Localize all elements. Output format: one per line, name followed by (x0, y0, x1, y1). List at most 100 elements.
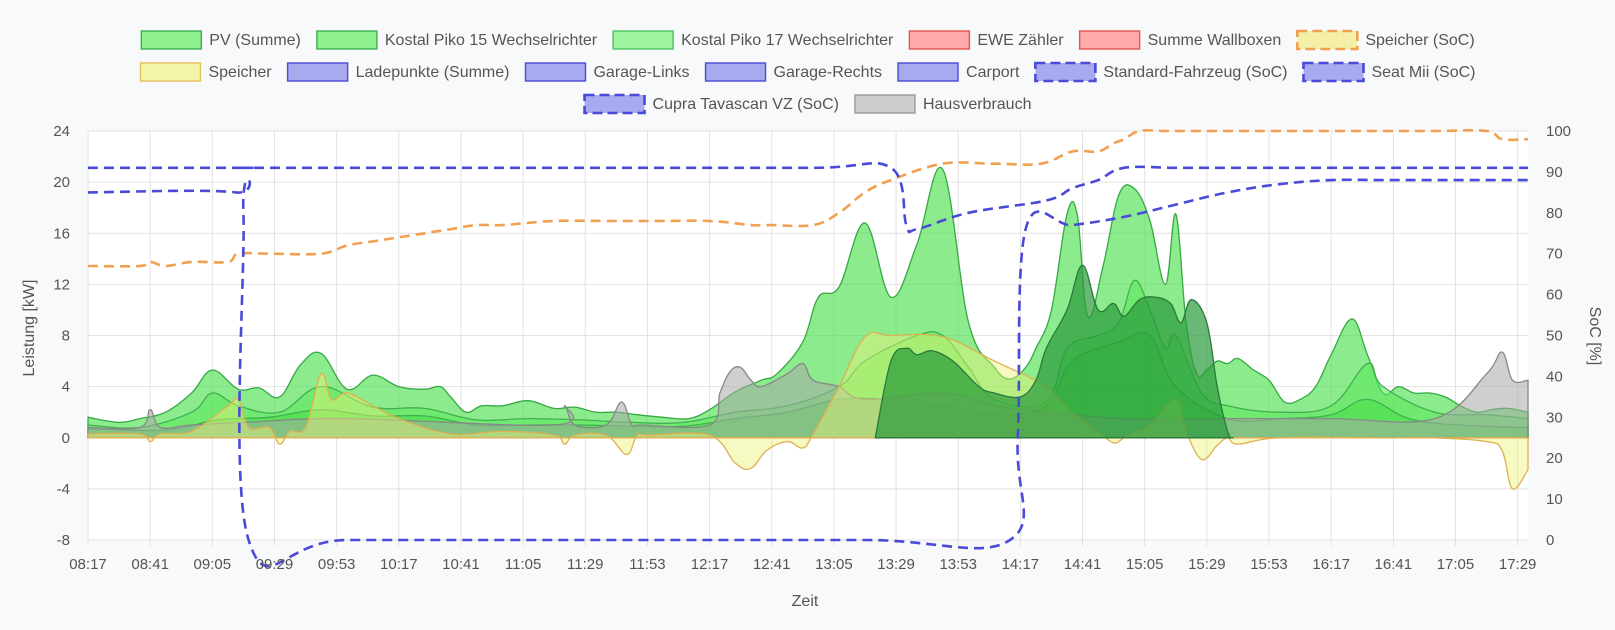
x-tick-label: 16:41 (1375, 556, 1413, 573)
x-tick-label: 15:29 (1188, 556, 1226, 573)
legend-swatch (1034, 61, 1097, 83)
y-tick-label-right: 90 (1546, 164, 1563, 181)
x-tick-label: 09:29 (256, 556, 294, 573)
y-tick-label-right: 10 (1546, 491, 1563, 508)
x-tick-label: 12:41 (753, 556, 791, 573)
grid (87, 130, 1528, 546)
legend-label: Standard-Fahrzeug (SoC) (1103, 64, 1287, 81)
y-tick-label-left: 4 (62, 379, 70, 396)
y-tick-label-right: 70 (1546, 246, 1563, 263)
legend-label: Seat Mii (SoC) (1371, 64, 1475, 81)
legend-swatch (139, 62, 202, 82)
y-tick-label-right: 20 (1546, 450, 1563, 467)
legend-label: Ladepunkte (Summe) (356, 64, 510, 81)
x-tick-label: 12:17 (691, 556, 729, 573)
x-tick-label: 13:53 (939, 556, 977, 573)
y-tick-label-right: 80 (1546, 205, 1563, 222)
legend-label: Speicher (SoC) (1365, 32, 1474, 49)
legend-label: Summe Wallboxen (1148, 32, 1282, 49)
legend-swatch (897, 62, 959, 82)
y-tick-label-right: 100 (1546, 123, 1571, 140)
legend-item-speicher[interactable]: Speicher (139, 62, 272, 82)
legend-item-standard-fahrzeug-soc[interactable]: Standard-Fahrzeug (SoC) (1034, 61, 1287, 83)
x-tick-label: 17:29 (1499, 556, 1537, 573)
y-tick-label-left: 16 (53, 225, 70, 242)
legend-item-speicher-soc[interactable]: Speicher (SoC) (1296, 29, 1475, 51)
legend-item-kostal-piko-17-wechselrichter[interactable]: Kostal Piko 17 Wechselrichter (612, 30, 894, 50)
legend-swatch (316, 30, 378, 50)
legend-label: Garage-Links (593, 64, 689, 81)
legend-label: Cupra Tavascan VZ (SoC) (653, 96, 839, 113)
x-tick-label: 09:05 (194, 556, 232, 573)
x-tick-label: 08:17 (69, 556, 107, 573)
line-speicher-soc (87, 129, 1529, 268)
legend-item-pv-summe[interactable]: PV (Summe) (140, 30, 301, 50)
legend-swatch (704, 62, 767, 82)
legend-item-cupra-tavascan-vz-soc[interactable]: Cupra Tavascan VZ (SoC) (583, 93, 839, 115)
y-tick-label-left: -8 (57, 532, 70, 549)
x-tick-label: 13:05 (815, 556, 853, 573)
legend-label: Carport (966, 64, 1020, 81)
legend-label: Hausverbrauch (923, 96, 1032, 113)
y-tick-label-left: 8 (62, 328, 70, 345)
y-tick-label-left: 20 (53, 174, 70, 191)
legend-item-summe-wallboxen[interactable]: Summe Wallboxen (1078, 30, 1282, 50)
legend-item-kostal-piko-15-wechselrichter[interactable]: Kostal Piko 15 Wechselrichter (316, 30, 598, 50)
legend-label: Garage-Rechts (774, 64, 883, 81)
legend-swatch (1296, 29, 1359, 51)
line-seat-mii-soc (87, 161, 1528, 234)
x-tick-label: 10:41 (442, 556, 480, 573)
legend-swatch (1302, 61, 1365, 83)
y-tick-label-left: 12 (53, 276, 70, 293)
x-tick-label: 08:41 (131, 556, 169, 573)
x-tick-label: 17:05 (1437, 556, 1475, 573)
legend-label: Speicher (208, 64, 272, 81)
legend-label: EWE Zähler (977, 32, 1064, 49)
area-ladepunkte-summe (874, 264, 1235, 439)
legend-swatch (524, 62, 587, 82)
legend-label: Kostal Piko 17 Wechselrichter (681, 32, 894, 49)
y-tick-label-left: 24 (53, 123, 70, 140)
x-tick-label: 11:53 (629, 556, 665, 573)
legend: PV (Summe) Kostal Piko 15 Wechselrichter K… (139, 29, 1476, 115)
legend-swatch (286, 62, 349, 82)
legend-swatch (140, 30, 203, 50)
legend-item-garage-links[interactable]: Garage-Links (524, 62, 690, 82)
legend-item-ewe-z-hler[interactable]: EWE Zähler (908, 30, 1064, 50)
x-tick-label: 11:29 (567, 556, 603, 573)
legend-swatch (908, 30, 971, 50)
x-tick-label: 13:29 (877, 556, 915, 573)
y-tick-label-right: 60 (1546, 287, 1563, 304)
legend-item-ladepunkte-summe[interactable]: Ladepunkte (Summe) (286, 62, 510, 82)
y-tick-label-right: 30 (1546, 409, 1563, 426)
legend-item-seat-mii-soc[interactable]: Seat Mii (SoC) (1302, 61, 1476, 83)
legend-label: PV (Summe) (209, 32, 301, 49)
legend-item-carport[interactable]: Carport (897, 62, 1020, 82)
legend-item-hausverbrauch[interactable]: Hausverbrauch (854, 94, 1032, 114)
legend-swatch (1078, 30, 1141, 50)
legend-swatch (854, 94, 916, 114)
x-tick-label: 10:17 (380, 556, 418, 573)
y-tick-label-left: -4 (57, 481, 70, 498)
axes: -8 -4 0 4 8 12 16 20 24 0 10 20 30 40 50 60 70 80 90 100 08:… (53, 123, 1571, 573)
legend-item-garage-rechts[interactable]: Garage-Rechts (704, 62, 883, 82)
x-tick-label: 11:05 (505, 556, 541, 573)
area-hausverbrauch (87, 351, 1529, 439)
legend-swatch (612, 30, 674, 50)
y-tick-label-right: 0 (1546, 532, 1554, 549)
x-tick-label: 14:17 (1002, 556, 1040, 573)
x-tick-label: 09:53 (318, 556, 356, 573)
legend-swatch (583, 93, 646, 115)
y-axis-title-right: SoC [%] (1586, 307, 1603, 366)
y-axis-title-left: Leistung [kW] (21, 280, 38, 377)
legend-label: Kostal Piko 15 Wechselrichter (385, 32, 598, 49)
y-tick-label-right: 50 (1546, 328, 1563, 345)
y-tick-label-left: 0 (62, 430, 70, 447)
series-areas (87, 166, 1529, 490)
x-tick-label: 14:41 (1064, 556, 1102, 573)
x-tick-label: 16:17 (1312, 556, 1350, 573)
line-standard-fahrzeug-soc (87, 178, 1528, 568)
x-axis-title: Zeit (792, 593, 819, 610)
